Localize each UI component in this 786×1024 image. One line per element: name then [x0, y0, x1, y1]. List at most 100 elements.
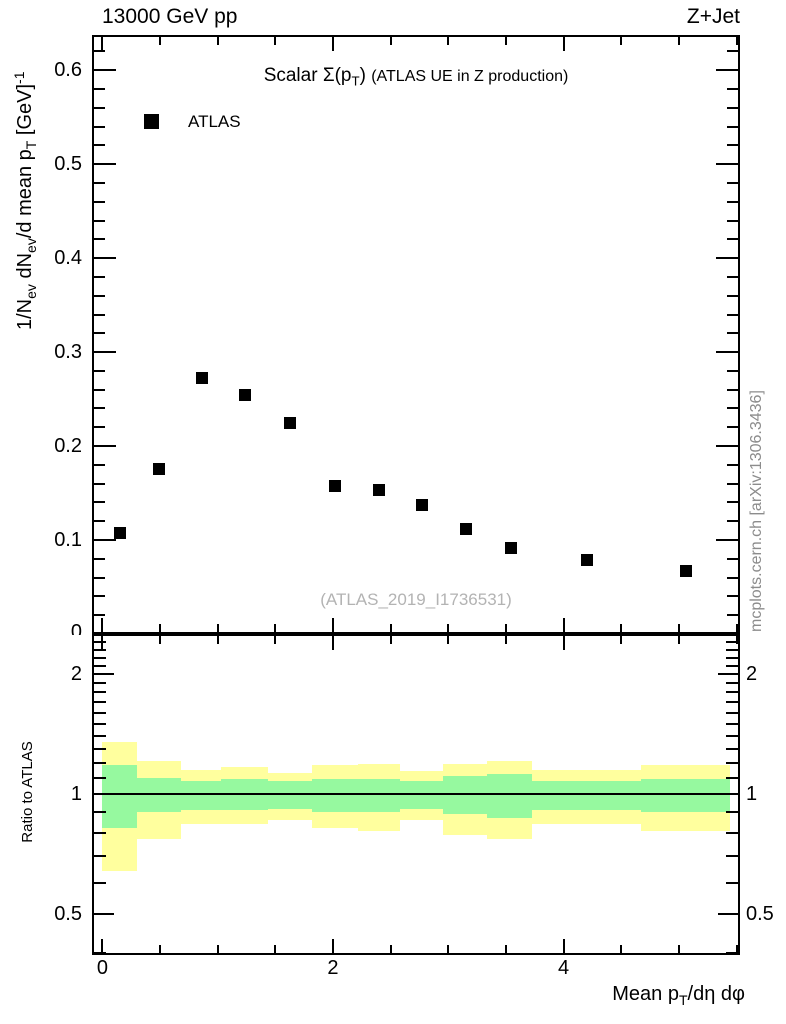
- ratio-reference-line: [94, 793, 738, 796]
- axis-tick: [389, 37, 392, 45]
- axis-tick: [94, 313, 105, 316]
- axis-tick: [94, 641, 106, 644]
- y-tick-label: 0.5: [54, 153, 82, 176]
- y-tick-label: 0.1: [54, 529, 82, 552]
- data-point: [373, 484, 386, 497]
- axis-tick: [94, 776, 106, 779]
- axis-tick: [94, 576, 105, 579]
- axis-tick: [726, 831, 738, 834]
- axis-tick: [727, 88, 738, 91]
- axis-tick: [94, 614, 105, 617]
- axis-tick: [677, 37, 680, 45]
- axis-tick: [726, 881, 738, 884]
- header-process: Z+Jet: [686, 5, 740, 28]
- axis-tick: [94, 88, 105, 91]
- axis-tick: [735, 945, 738, 953]
- axis-tick: [94, 811, 106, 814]
- axis-tick: [274, 945, 277, 953]
- axis-tick: [727, 482, 738, 485]
- axis-tick: [447, 945, 450, 953]
- axis-tick: [735, 636, 738, 644]
- axis-tick: [94, 557, 105, 560]
- axis-tick: [94, 681, 106, 684]
- y-tick-label: 0.6: [54, 59, 82, 82]
- axis-tick: [94, 648, 106, 651]
- axis-tick: [94, 793, 114, 796]
- axis-tick: [727, 144, 738, 147]
- ylab-s1: ev: [22, 284, 39, 299]
- axis-tick: [94, 881, 106, 884]
- axis-tick: [94, 595, 105, 598]
- mcplots-arxiv-note: mcplots.cern.ch [arXiv:1306.3436]: [748, 390, 765, 632]
- axis-tick: [562, 618, 565, 632]
- axis-tick: [562, 939, 565, 953]
- axis-tick: [727, 200, 738, 203]
- axis-tick: [726, 951, 738, 954]
- axis-tick: [726, 747, 738, 750]
- legend-label-atlas: ATLAS: [188, 112, 241, 131]
- axis-tick: [331, 939, 334, 953]
- axis-tick: [727, 520, 738, 523]
- y-tick-label: 0.2: [54, 435, 82, 458]
- axis-tick: [94, 656, 106, 659]
- axis-tick: [620, 636, 623, 644]
- axis-tick: [727, 595, 738, 598]
- axis-tick: [727, 238, 738, 241]
- axis-tick: [727, 369, 738, 372]
- axis-tick: [727, 106, 738, 109]
- axis-tick: [331, 618, 334, 632]
- axis-tick: [94, 181, 105, 184]
- axis-tick: [716, 539, 738, 542]
- ratio-y-tick-label: 2: [70, 663, 82, 686]
- axis-tick: [94, 747, 106, 750]
- axis-tick: [94, 369, 105, 372]
- plot-title-main: Scalar Σ(p: [263, 65, 352, 86]
- axis-tick: [94, 144, 105, 147]
- axis-tick: [677, 636, 680, 644]
- axis-tick: [726, 681, 738, 684]
- axis-tick: [677, 945, 680, 953]
- axis-tick: [727, 426, 738, 429]
- legend-marker-square: [144, 114, 159, 129]
- axis-tick: [562, 37, 565, 51]
- axis-tick: [727, 181, 738, 184]
- axis-tick: [447, 624, 450, 632]
- axis-tick: [677, 624, 680, 632]
- ylab-sup: -1: [11, 71, 27, 84]
- axis-tick: [726, 691, 738, 694]
- data-point: [415, 499, 428, 512]
- axis-tick: [389, 945, 392, 953]
- axis-tick: [94, 106, 105, 109]
- xlab-p2: /dη dφ: [687, 983, 745, 1005]
- axis-tick: [94, 539, 116, 542]
- ylab-s3: T: [22, 140, 39, 150]
- axis-tick: [216, 37, 219, 45]
- axis-tick: [94, 294, 105, 297]
- axis-tick: [504, 624, 507, 632]
- axis-tick: [727, 332, 738, 335]
- data-point: [113, 526, 126, 539]
- ratio-y-tick-label: 1: [70, 783, 82, 806]
- ylab-p1: 1/N: [14, 298, 37, 330]
- axis-tick: [726, 711, 738, 714]
- axis-tick: [94, 257, 116, 260]
- axis-tick: [94, 426, 105, 429]
- axis-tick: [726, 854, 738, 857]
- ratio-y-tick-label-right: 1: [746, 783, 758, 806]
- axis-tick: [726, 776, 738, 779]
- axis-tick: [94, 711, 106, 714]
- axis-tick: [159, 945, 162, 953]
- plot-title-note: (ATLAS UE in Z production): [371, 68, 569, 85]
- axis-tick: [94, 69, 116, 72]
- data-point: [504, 542, 517, 555]
- axis-tick: [94, 238, 105, 241]
- axis-tick: [94, 463, 105, 466]
- axis-tick: [94, 200, 105, 203]
- axis-tick: [94, 691, 106, 694]
- axis-tick: [727, 501, 738, 504]
- data-point: [459, 522, 472, 535]
- axis-tick: [716, 163, 738, 166]
- ratio-y-tick-label-right: 0.5: [746, 903, 774, 926]
- axis-tick: [94, 520, 105, 523]
